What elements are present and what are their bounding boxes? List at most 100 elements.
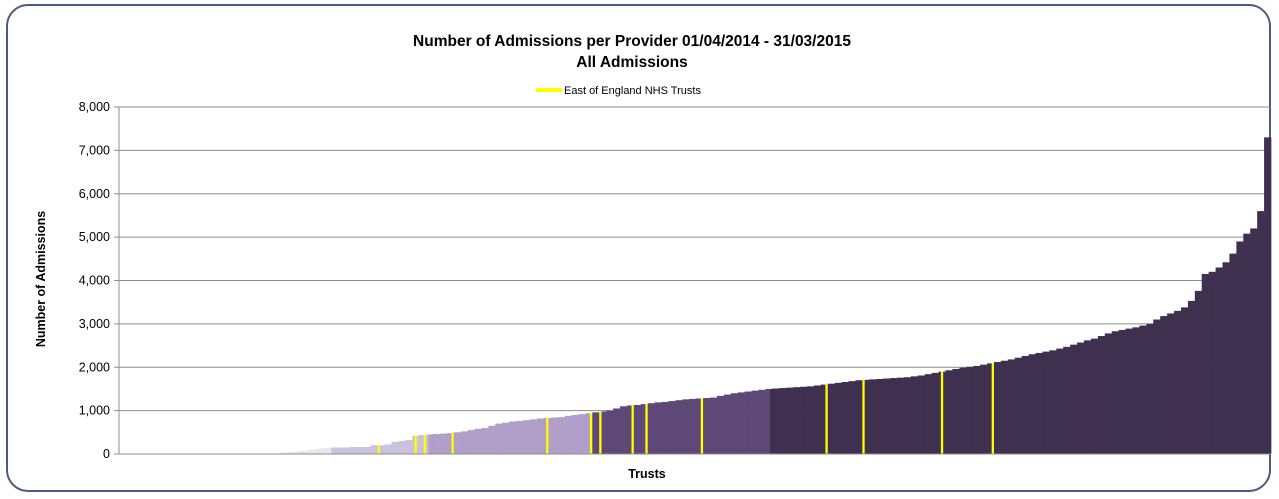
bar — [767, 388, 771, 454]
bar — [788, 387, 792, 454]
bar — [816, 385, 819, 454]
bar — [876, 378, 879, 454]
bar — [684, 399, 688, 454]
bar — [869, 379, 872, 454]
bar — [832, 383, 836, 454]
bar — [435, 434, 438, 454]
bar-east-of-england — [423, 434, 427, 454]
bar — [1247, 233, 1251, 454]
bar — [668, 401, 672, 454]
bar — [1268, 137, 1272, 455]
bar — [629, 405, 632, 454]
bar — [945, 370, 949, 454]
bar — [980, 364, 983, 454]
bar — [1220, 267, 1223, 454]
bar — [594, 412, 598, 454]
x-axis-title: Trusts — [628, 467, 666, 481]
bar — [903, 377, 907, 454]
bar — [557, 417, 561, 454]
bar — [656, 402, 660, 454]
bar — [324, 447, 328, 454]
bar — [396, 441, 399, 454]
bar — [303, 450, 307, 454]
bar — [610, 410, 614, 455]
bar — [843, 382, 847, 454]
bar — [693, 398, 697, 454]
bar — [1213, 271, 1216, 454]
bar — [430, 434, 434, 454]
bar — [481, 427, 485, 454]
bar — [853, 381, 856, 454]
bar — [502, 422, 505, 454]
bar — [446, 433, 450, 454]
bar — [735, 393, 739, 454]
bars — [119, 137, 1272, 455]
bar — [1030, 354, 1034, 454]
bar — [712, 397, 715, 454]
bar — [804, 386, 808, 454]
bar — [559, 417, 563, 454]
bar — [1077, 342, 1080, 454]
bar — [310, 449, 314, 454]
bar — [587, 413, 591, 454]
y-tick-label: 1,000 — [79, 404, 110, 418]
bar — [1167, 313, 1170, 454]
bar — [442, 433, 445, 454]
bar — [740, 392, 743, 454]
bar — [354, 447, 358, 454]
bar — [809, 386, 812, 454]
bar — [1160, 316, 1163, 454]
bar — [970, 366, 974, 454]
bar — [509, 421, 512, 454]
bar — [1217, 267, 1221, 454]
bar — [1021, 355, 1025, 454]
bar — [1266, 137, 1270, 455]
bar — [437, 434, 441, 454]
bar — [613, 408, 616, 454]
bar — [1000, 360, 1004, 454]
bar — [624, 406, 628, 454]
bar — [811, 386, 815, 454]
bar — [525, 420, 528, 454]
bar — [490, 425, 494, 454]
bar — [622, 406, 625, 454]
bar — [1042, 351, 1046, 454]
bar — [1206, 273, 1210, 454]
bar — [449, 433, 452, 454]
bar — [781, 388, 785, 454]
bar — [1150, 323, 1154, 455]
bar — [1176, 310, 1180, 454]
chart-subtitle: All Admissions — [576, 54, 687, 71]
bar — [1254, 228, 1258, 454]
bar — [1201, 273, 1205, 454]
bar — [432, 434, 436, 454]
bar — [802, 386, 806, 454]
y-tick-label: 7,000 — [79, 143, 110, 157]
bar-east-of-england — [631, 405, 635, 454]
bar — [1072, 344, 1076, 454]
bar — [790, 387, 794, 454]
bar — [666, 401, 669, 454]
bar — [1234, 253, 1237, 454]
bar — [860, 380, 863, 454]
bar — [523, 420, 526, 454]
bar — [299, 451, 302, 454]
bar — [1070, 344, 1073, 454]
bar — [329, 447, 332, 454]
bar — [363, 447, 367, 454]
bar — [749, 391, 752, 454]
bar — [1012, 359, 1016, 454]
bar — [652, 403, 655, 454]
bar — [456, 432, 459, 454]
bar — [282, 452, 286, 454]
bar — [1243, 233, 1246, 454]
bar — [495, 423, 498, 454]
bar — [1139, 325, 1143, 454]
bar — [848, 381, 852, 454]
bar — [855, 380, 859, 454]
bar — [458, 432, 462, 454]
bar — [894, 378, 898, 454]
bar — [576, 414, 579, 454]
bar — [989, 363, 993, 454]
bar — [331, 447, 335, 454]
